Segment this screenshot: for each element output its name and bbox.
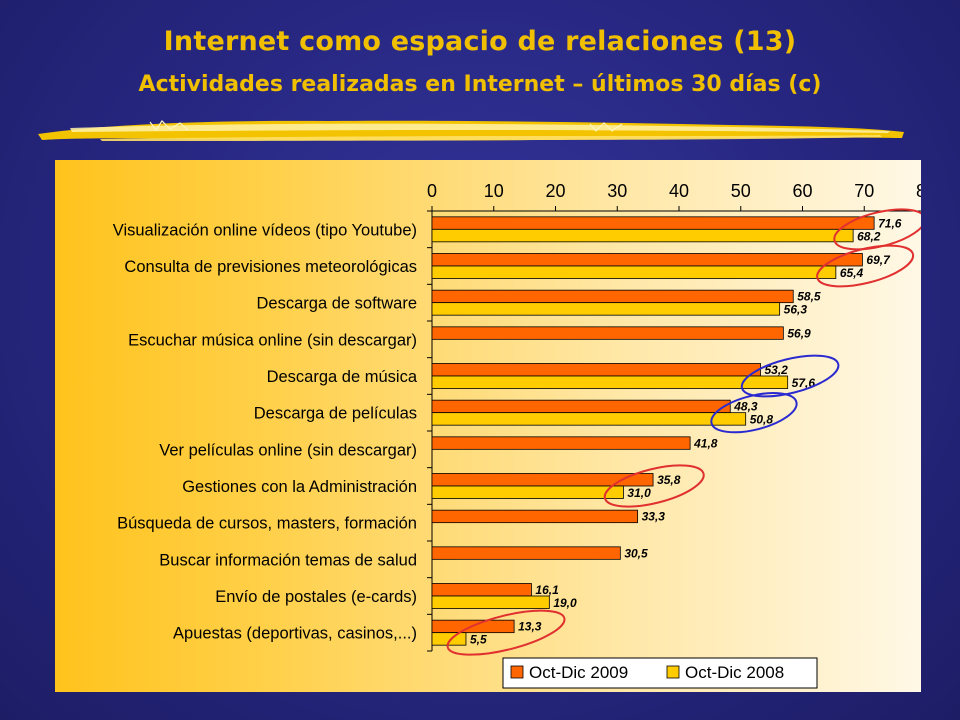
category-label: Escuchar música online (sin descargar) bbox=[128, 331, 417, 349]
category-label: Descarga de software bbox=[257, 295, 418, 313]
highlight-ellipse bbox=[740, 354, 840, 398]
category-label: Consulta de previsiones meteorológicas bbox=[124, 258, 417, 276]
category-label: Gestiones con la Administración bbox=[182, 478, 417, 496]
data-label-2009: 53,2 bbox=[765, 363, 789, 377]
data-label-2008: 19,0 bbox=[553, 596, 577, 610]
data-label-2008: 68,2 bbox=[857, 229, 881, 243]
data-label-2009: 48,3 bbox=[733, 400, 758, 414]
category-label: Búsqueda de cursos, masters, formación bbox=[117, 515, 417, 533]
x-tick-label: 0 bbox=[427, 181, 437, 201]
bar-2009 bbox=[431, 509, 639, 524]
bar-2009 bbox=[431, 326, 784, 340]
highlight-ellipse bbox=[603, 464, 705, 508]
chart-panel: 0 10 20 30 40 50 60 70 80 Visualización online v… bbox=[55, 160, 921, 692]
x-tick-label: 50 bbox=[731, 181, 751, 201]
category-label: Ver películas online (sin descargar) bbox=[159, 441, 417, 459]
x-tick-label: 40 bbox=[669, 181, 689, 201]
x-tick-label: 30 bbox=[607, 181, 627, 201]
category-label: Visualización online vídeos (tipo Youtub… bbox=[113, 221, 417, 239]
bar-2009 bbox=[431, 546, 621, 560]
slide-subtitle: Actividades realizadas en Internet – últ… bbox=[138, 72, 822, 97]
data-label-2009: 16,1 bbox=[535, 583, 559, 597]
legend-swatch-2009 bbox=[510, 665, 524, 679]
highlight-ellipse bbox=[710, 392, 798, 434]
bar-2009 bbox=[431, 473, 654, 487]
highlight-ellipse bbox=[816, 244, 915, 288]
legend-swatch-2008 bbox=[666, 665, 680, 679]
bar-2008 bbox=[431, 632, 467, 646]
data-label-2009: 56,9 bbox=[787, 326, 811, 340]
data-label-2009: 33,3 bbox=[642, 510, 666, 524]
data-label-2009: 71,6 bbox=[878, 216, 902, 230]
data-label-2008: 31,0 bbox=[627, 486, 651, 500]
slide-title: Internet como espacio de relaciones (13) bbox=[163, 26, 797, 57]
x-tick-label: 70 bbox=[854, 181, 874, 201]
legend-label-2009: Oct-Dic 2009 bbox=[529, 663, 628, 682]
category-label: Buscar información temas de salud bbox=[159, 551, 417, 569]
data-label-2008: 56,3 bbox=[784, 303, 808, 317]
bar-2009 bbox=[431, 216, 875, 230]
category-label: Apuestas (deportivas, casinos,...) bbox=[173, 625, 417, 643]
x-tick-label: 60 bbox=[792, 181, 812, 201]
data-label-2008: 50,8 bbox=[750, 413, 774, 427]
data-label-2009: 35,8 bbox=[657, 473, 681, 487]
bar-chart: 0 10 20 30 40 50 60 70 80 Visualización online v… bbox=[113, 181, 921, 689]
category-label: Envío de postales (e-cards) bbox=[215, 588, 417, 606]
bar-2009 bbox=[431, 289, 794, 304]
bar-2008 bbox=[431, 485, 624, 499]
category-label: Descarga de música bbox=[267, 368, 418, 386]
bar-2008 bbox=[431, 412, 747, 426]
bar-2009 bbox=[431, 363, 761, 377]
bar-2008 bbox=[431, 302, 781, 316]
chart-legend: Oct-Dic 2009 Oct-Dic 2008 bbox=[502, 657, 818, 689]
bar-2009 bbox=[431, 399, 731, 414]
highlight-ellipse bbox=[446, 609, 566, 656]
legend-box bbox=[502, 657, 818, 689]
bar-2008 bbox=[431, 595, 550, 609]
data-label-2008: 5,5 bbox=[470, 633, 487, 647]
x-tick-label: 20 bbox=[545, 181, 565, 201]
bar-2008 bbox=[431, 228, 854, 243]
bar-2008 bbox=[431, 375, 789, 389]
x-tick-label: 10 bbox=[484, 181, 504, 201]
data-label-2009: 13,3 bbox=[518, 620, 542, 634]
data-label-2009: 41,8 bbox=[693, 436, 718, 450]
bar-2009 bbox=[431, 253, 863, 267]
bar-2009 bbox=[431, 583, 532, 597]
category-label: Descarga de películas bbox=[254, 405, 417, 423]
data-label-2008: 57,6 bbox=[792, 376, 816, 390]
data-label-2009: 58,5 bbox=[797, 290, 821, 304]
data-label-2009: 69,7 bbox=[866, 253, 891, 267]
legend-label-2008: Oct-Dic 2008 bbox=[685, 663, 784, 682]
bar-2009 bbox=[431, 436, 691, 450]
x-tick-label: 80 bbox=[916, 181, 921, 201]
bar-2008 bbox=[431, 265, 837, 279]
data-label-2008: 65,4 bbox=[840, 266, 864, 280]
data-label-2009: 30,5 bbox=[624, 546, 648, 560]
brush-stroke-divider bbox=[38, 120, 904, 141]
